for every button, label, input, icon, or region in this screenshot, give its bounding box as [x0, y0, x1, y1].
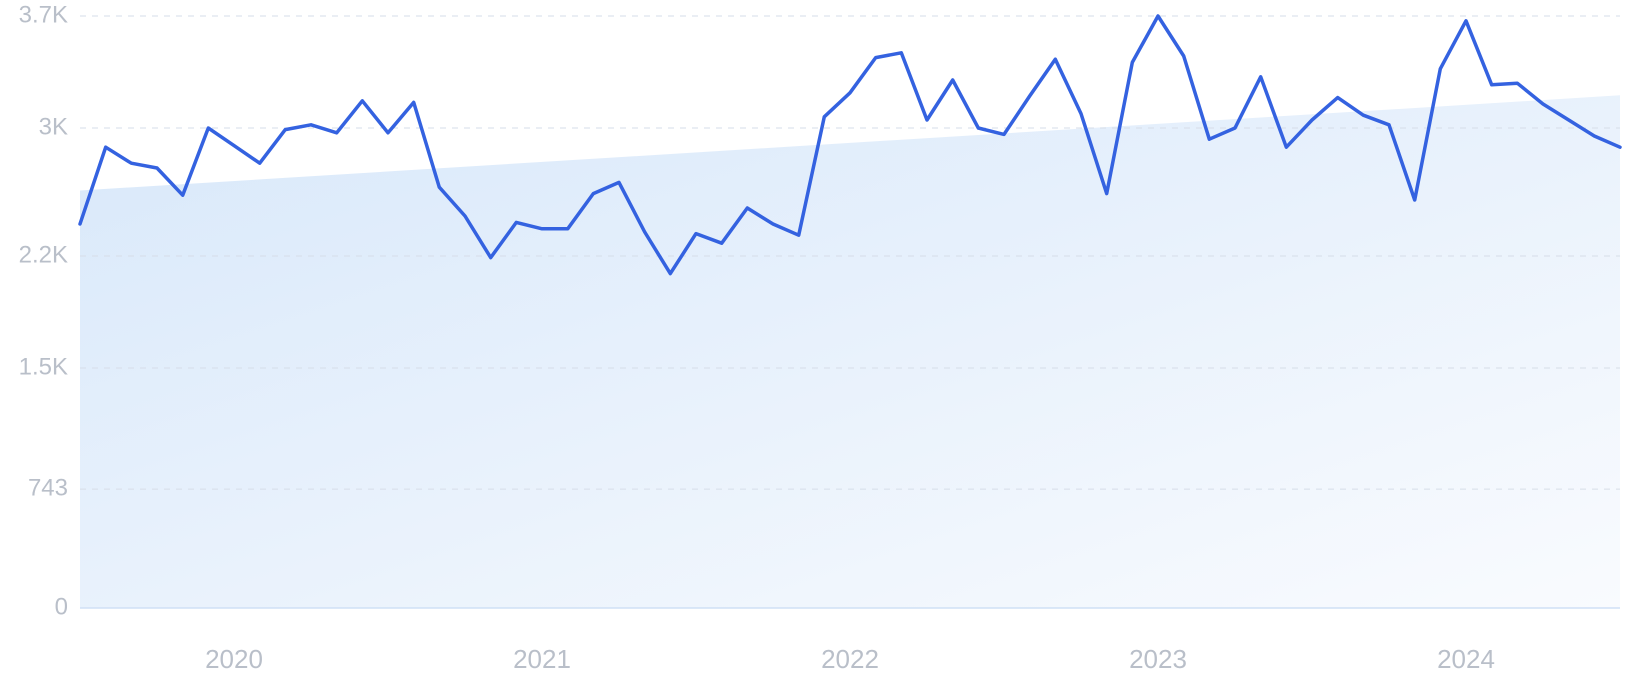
x-tick-label: 2021 — [513, 644, 571, 674]
y-tick-label: 3K — [39, 113, 68, 140]
trend-area — [80, 95, 1620, 609]
y-tick-label: 743 — [28, 474, 68, 501]
x-tick-label: 2022 — [821, 644, 879, 674]
x-tick-label: 2020 — [205, 644, 263, 674]
y-tick-label: 1.5K — [19, 353, 68, 380]
x-axis: 2020 2021 2022 2023 2024 — [205, 644, 1495, 674]
y-axis: 0 743 1.5K 2.2K 3K 3.7K — [19, 1, 68, 620]
y-tick-label: 0 — [55, 593, 68, 620]
series-layer — [78, 14, 1622, 276]
y-tick-label: 3.7K — [19, 1, 68, 28]
series-line — [78, 14, 1622, 276]
x-tick-label: 2024 — [1437, 644, 1495, 674]
x-tick-label: 2023 — [1129, 644, 1187, 674]
trend-area-layer — [80, 95, 1620, 609]
y-tick-label: 2.2K — [19, 241, 68, 268]
grid-layer — [80, 15, 1620, 609]
